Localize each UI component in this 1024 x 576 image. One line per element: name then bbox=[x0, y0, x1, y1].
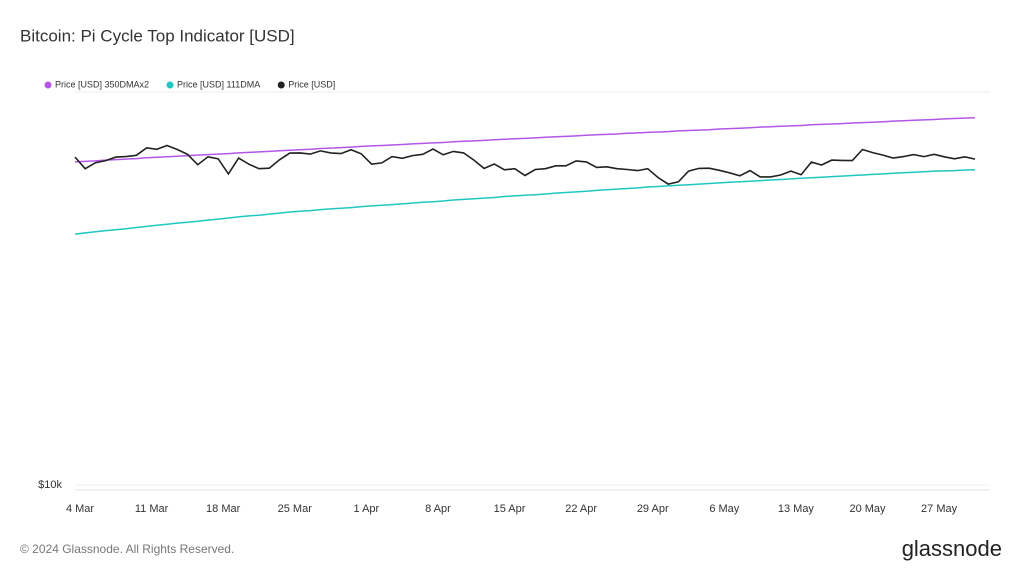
y-tick-label: $10k bbox=[38, 479, 62, 491]
x-tick-label: 29 Apr bbox=[637, 503, 669, 515]
x-tick-label: 20 May bbox=[849, 503, 886, 515]
chart-title: Bitcoin: Pi Cycle Top Indicator [USD] bbox=[20, 26, 295, 45]
legend-label: Price [USD] bbox=[288, 79, 335, 89]
x-tick-label: 4 Mar bbox=[66, 503, 94, 515]
x-tick-label: 11 Mar bbox=[135, 503, 169, 515]
legend-marker bbox=[44, 81, 52, 89]
copyright: © 2024 Glassnode. All Rights Reserved. bbox=[20, 542, 234, 556]
series-line bbox=[74, 144, 976, 185]
x-tick-label: 6 May bbox=[709, 503, 739, 515]
x-tick-label: 8 Apr bbox=[425, 503, 451, 515]
x-tick-label: 22 Apr bbox=[565, 503, 597, 515]
legend-label: Price [USD] 111DMA bbox=[177, 79, 260, 89]
brand-logo: glassnode bbox=[902, 536, 1002, 561]
x-tick-label: 13 May bbox=[778, 503, 815, 515]
x-tick-label: 27 May bbox=[921, 503, 958, 515]
legend-label: Price [USD] 350DMAx2 bbox=[55, 79, 149, 89]
x-tick-label: 18 Mar bbox=[206, 503, 241, 515]
legend-marker bbox=[166, 81, 174, 89]
x-tick-label: 1 Apr bbox=[354, 503, 380, 515]
x-tick-label: 25 Mar bbox=[278, 503, 313, 515]
series-line bbox=[74, 169, 976, 235]
legend-marker bbox=[277, 81, 285, 89]
x-tick-label: 15 Apr bbox=[494, 503, 526, 515]
series-line bbox=[74, 116, 976, 163]
